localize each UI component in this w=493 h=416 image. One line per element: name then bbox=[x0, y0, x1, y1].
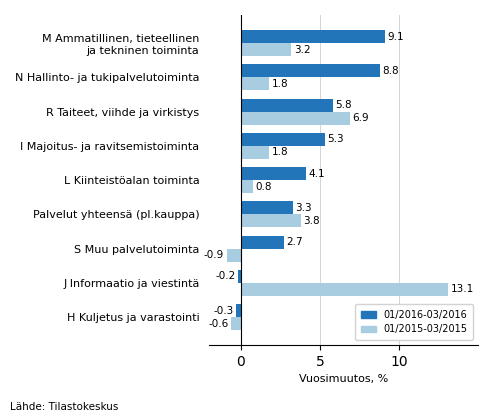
Legend: 01/2016-03/2016, 01/2015-03/2015: 01/2016-03/2016, 01/2015-03/2015 bbox=[355, 304, 473, 340]
Text: 9.1: 9.1 bbox=[387, 32, 404, 42]
Text: 13.1: 13.1 bbox=[450, 284, 474, 294]
Bar bbox=[241, 201, 293, 214]
Text: 1.8: 1.8 bbox=[272, 79, 288, 89]
Bar bbox=[241, 167, 306, 180]
Text: 6.9: 6.9 bbox=[352, 113, 369, 123]
Text: 8.8: 8.8 bbox=[383, 66, 399, 76]
Text: -0.3: -0.3 bbox=[213, 306, 234, 316]
Text: 3.2: 3.2 bbox=[294, 45, 311, 54]
Bar bbox=[241, 146, 269, 159]
Text: Lähde: Tilastokeskus: Lähde: Tilastokeskus bbox=[10, 402, 118, 412]
Bar bbox=[241, 133, 324, 146]
Bar bbox=[241, 180, 253, 193]
Text: 0.8: 0.8 bbox=[256, 181, 272, 191]
Bar bbox=[241, 43, 291, 56]
Bar bbox=[241, 77, 269, 90]
Text: 2.7: 2.7 bbox=[286, 237, 303, 247]
Bar bbox=[227, 248, 241, 262]
Text: 4.1: 4.1 bbox=[308, 168, 325, 178]
Text: 3.3: 3.3 bbox=[295, 203, 312, 213]
Bar bbox=[241, 64, 380, 77]
X-axis label: Vuosimuutos, %: Vuosimuutos, % bbox=[299, 374, 388, 384]
Text: -0.6: -0.6 bbox=[209, 319, 229, 329]
Text: -0.2: -0.2 bbox=[215, 271, 235, 281]
Bar bbox=[231, 317, 241, 330]
Text: -0.9: -0.9 bbox=[204, 250, 224, 260]
Bar bbox=[241, 99, 333, 111]
Text: 5.8: 5.8 bbox=[335, 100, 352, 110]
Text: 3.8: 3.8 bbox=[303, 216, 320, 226]
Bar bbox=[241, 235, 283, 248]
Text: 1.8: 1.8 bbox=[272, 147, 288, 157]
Bar bbox=[241, 214, 301, 227]
Bar bbox=[241, 283, 448, 296]
Bar bbox=[241, 111, 350, 124]
Bar bbox=[241, 30, 385, 43]
Bar bbox=[236, 304, 241, 317]
Bar bbox=[238, 270, 241, 283]
Text: 5.3: 5.3 bbox=[327, 134, 344, 144]
